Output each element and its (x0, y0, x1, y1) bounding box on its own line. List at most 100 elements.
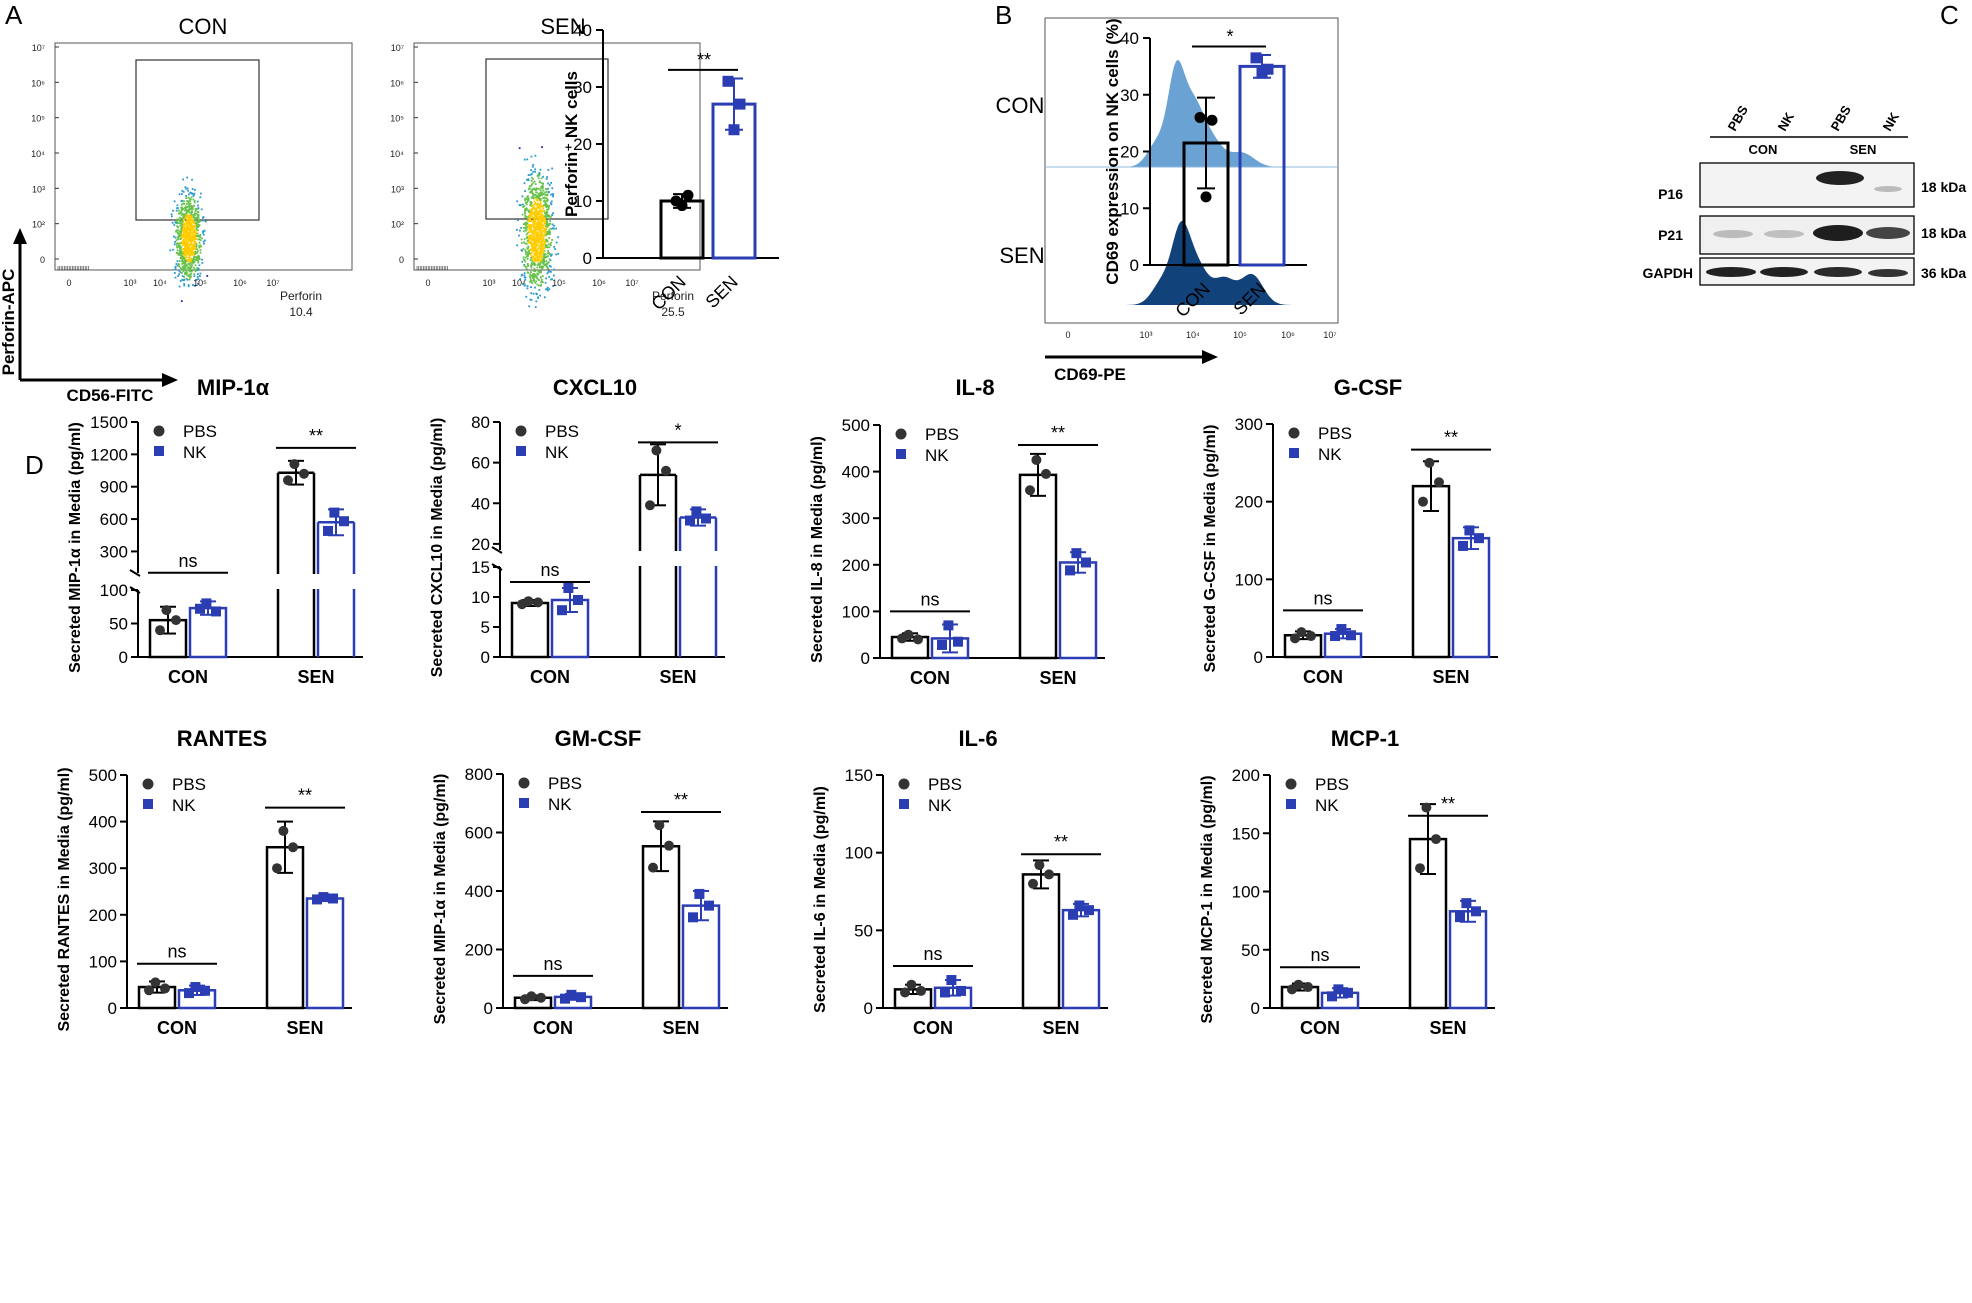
flow-event (519, 229, 521, 232)
flow-event (185, 269, 188, 272)
flow-event (529, 218, 531, 221)
data-point (288, 842, 298, 853)
flow-event (522, 256, 525, 259)
flow-event (176, 225, 179, 228)
flow-event (529, 216, 531, 219)
flow-event (186, 242, 189, 245)
flow-event (539, 294, 542, 297)
flow-event (532, 236, 535, 239)
flow-event (543, 250, 546, 252)
flow-event (185, 220, 188, 223)
flow-event (176, 242, 179, 245)
flow-event (525, 250, 527, 253)
data-point (1431, 834, 1441, 845)
flow-event (536, 272, 539, 275)
flow-event (180, 233, 183, 236)
data-point (1327, 991, 1337, 1002)
flow-event (182, 253, 185, 256)
flow-event (190, 260, 192, 262)
flow-event (546, 222, 548, 225)
flow-event (541, 205, 544, 208)
flow-event (538, 266, 541, 269)
flow-event (202, 240, 205, 243)
flow-event (197, 254, 200, 257)
histogram-sen-label: SEN (999, 243, 1044, 268)
category-label: CON (1300, 1018, 1340, 1038)
data-point (339, 516, 349, 527)
flow-event (175, 239, 178, 241)
flow-event (180, 208, 183, 211)
flow-event (528, 275, 531, 278)
flow-x-tick-label: 0 (66, 278, 71, 288)
flow-event (530, 190, 532, 193)
flow-event (180, 200, 183, 202)
flow-event (193, 261, 196, 263)
flow-event (544, 256, 547, 258)
flow-event (190, 275, 193, 278)
flow-event (546, 198, 549, 201)
flow-event (176, 204, 179, 207)
flow-event (187, 193, 190, 196)
legend-marker-pbs (518, 777, 530, 789)
flow-event (530, 280, 533, 283)
flow-event (189, 236, 191, 239)
flow-event (546, 231, 549, 234)
legend-marker-pbs (898, 778, 910, 790)
flow-event (535, 280, 538, 283)
flow-event (197, 259, 200, 262)
flow-event (538, 207, 541, 209)
flow-event (196, 251, 198, 254)
y-tick-label: 150 (845, 766, 873, 785)
flow-event (177, 263, 180, 265)
flow-event (189, 239, 191, 241)
flow-event (186, 176, 189, 179)
flow-event (548, 265, 551, 267)
flow-con-x-ticks: 0 10³ 10⁴ 10⁵ 10⁶ 10⁷ (57, 266, 280, 288)
flow-event (180, 250, 183, 253)
flow-event (546, 252, 549, 255)
flow-event (532, 255, 535, 258)
flow-event (525, 267, 528, 270)
flow-event (551, 214, 553, 216)
flow-event (188, 217, 191, 220)
flow-event (525, 233, 528, 236)
flow-event (190, 204, 192, 207)
bar (1451, 536, 1491, 659)
flow-event (534, 259, 537, 262)
flow-event (189, 254, 192, 257)
flow-event (529, 242, 532, 245)
flow-event (202, 233, 205, 236)
flow-event (534, 217, 536, 220)
flow-event (193, 225, 196, 228)
data-point (1418, 496, 1428, 507)
flow-event (184, 206, 186, 209)
flow-event (172, 209, 174, 212)
flow-event (176, 232, 179, 235)
flow-event (529, 234, 532, 236)
flow-event (527, 217, 530, 220)
y-tick-label: 600 (100, 510, 128, 529)
flow-event (180, 257, 182, 260)
data-point (289, 459, 300, 470)
flow-event (206, 275, 209, 277)
flow-event (538, 226, 541, 228)
flow-event (188, 211, 191, 214)
flow-event (197, 261, 200, 264)
flow-event (184, 228, 187, 231)
flow-event (537, 260, 540, 263)
flow-event (189, 198, 192, 201)
category-label: SEN (297, 667, 334, 687)
flow-event (193, 230, 196, 233)
flow-event (527, 224, 530, 227)
flow-event (536, 276, 538, 279)
flow-event (180, 255, 183, 258)
flow-event (198, 219, 200, 222)
flow-event (540, 205, 543, 208)
flow-event (541, 218, 544, 221)
flow-event (536, 232, 539, 235)
bar-break-gap (676, 551, 720, 566)
flow-event (522, 283, 524, 286)
flow-event (543, 260, 545, 262)
flow-event (196, 200, 199, 203)
